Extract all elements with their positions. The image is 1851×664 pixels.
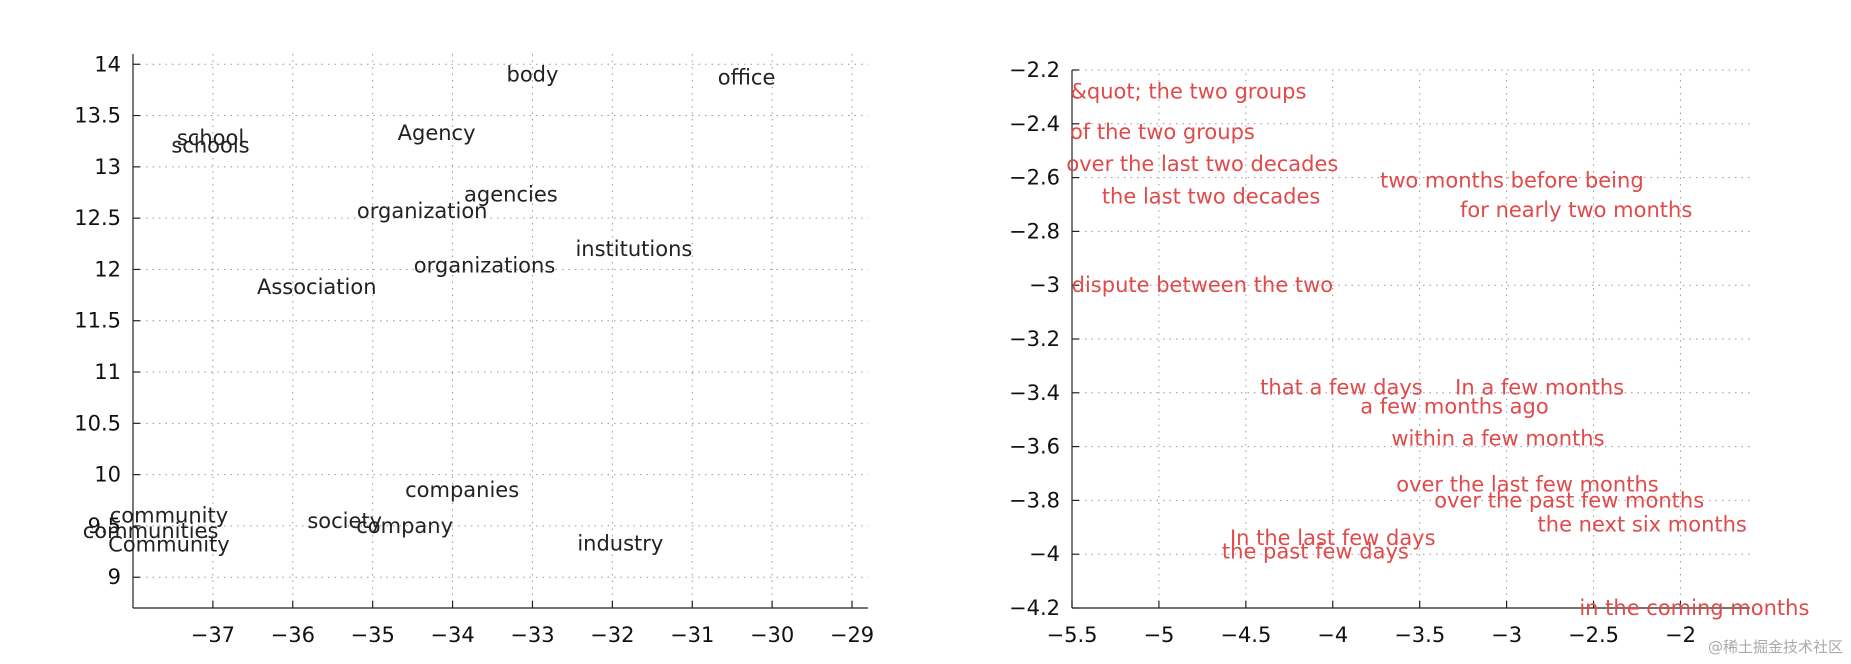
y-tick-label: −2.4	[1009, 112, 1060, 136]
point-label: a few months ago	[1360, 394, 1549, 418]
point-label: the last two decades	[1102, 184, 1320, 208]
right-scatter-chart: −5.5 −5 −4.5 −4 −3.5 −3 −2.5 −2 −2.2 −2.4 −2.6 −2.8…	[1009, 58, 1809, 647]
left-scatter-chart: −37 −36 −35 −34 −33 −32 −31 −30 −29 9 9.5 10 10.5 11 1…	[74, 52, 874, 647]
point-label: companies	[405, 478, 519, 502]
point-label: agencies	[464, 183, 558, 207]
point-label: over the last few months	[1396, 472, 1658, 496]
point-label: the next six months	[1538, 513, 1747, 537]
x-tick-label: −37	[191, 623, 235, 647]
y-tick-label: 10	[94, 463, 121, 487]
x-tick-label: −33	[510, 623, 554, 647]
y-tick-label: 13	[94, 155, 121, 179]
point-label: Community	[108, 532, 230, 556]
point-label: of the two groups	[1070, 120, 1255, 144]
y-tick-label: −4	[1029, 542, 1060, 566]
point-label: two months before being	[1380, 168, 1644, 192]
y-tick-label: −2.8	[1009, 219, 1060, 243]
point-label: industry	[577, 531, 663, 555]
point-label: the past few days	[1222, 540, 1409, 564]
x-tick-label: −29	[830, 623, 874, 647]
x-tick-label: −32	[590, 623, 634, 647]
point-label: dispute between the two	[1072, 273, 1333, 297]
point-label: society	[307, 509, 382, 533]
point-label: institutions	[575, 237, 692, 261]
y-tick-label: 11.5	[74, 309, 121, 333]
y-tick-label: −4.2	[1009, 596, 1060, 620]
y-tick-label: 14	[94, 52, 121, 76]
point-label: &quot; the two groups	[1071, 80, 1307, 104]
point-label: over the last two decades	[1066, 152, 1338, 176]
y-tick-label: 10.5	[74, 411, 121, 435]
point-label: Agency	[398, 121, 476, 145]
point-label: office	[718, 66, 776, 90]
point-label: that a few days	[1260, 375, 1423, 399]
point-label: organizations	[414, 253, 556, 277]
point-label: community	[110, 504, 228, 528]
x-tick-label: −31	[670, 623, 714, 647]
point-label: within a few months	[1391, 427, 1604, 451]
point-label: Association	[257, 275, 377, 299]
y-tick-label: −3	[1029, 273, 1060, 297]
x-tick-label: −5.5	[1047, 623, 1098, 647]
y-tick-label: −3.2	[1009, 327, 1060, 351]
y-tick-label: 12	[94, 257, 121, 281]
y-tick-label: 9	[108, 565, 121, 589]
watermark-text: @稀土掘金技术社区	[1708, 638, 1843, 656]
y-tick-label: −3.6	[1009, 435, 1060, 459]
point-label: in the coming months	[1579, 596, 1809, 620]
y-tick-label: −2.6	[1009, 166, 1060, 190]
point-label: company	[356, 514, 453, 538]
point-label: In the last few days	[1230, 526, 1436, 550]
x-tick-label: −36	[271, 623, 315, 647]
y-tick-label: 13.5	[74, 104, 121, 128]
x-tick-label: −2	[1665, 623, 1696, 647]
x-tick-label: −4	[1317, 623, 1348, 647]
point-label: In a few months	[1455, 375, 1624, 399]
point-label: communities	[83, 519, 219, 543]
y-tick-label: 9.5	[88, 514, 121, 538]
point-label: school	[177, 126, 244, 150]
point-label: body	[506, 63, 558, 87]
x-tick-label: −34	[430, 623, 474, 647]
x-tick-label: −3.5	[1394, 623, 1445, 647]
y-tick-label: −3.8	[1009, 488, 1060, 512]
x-tick-label: −35	[351, 623, 395, 647]
y-tick-label: 12.5	[74, 206, 121, 230]
y-tick-label: 11	[94, 360, 121, 384]
y-tick-label: −2.2	[1009, 58, 1060, 82]
y-tick-label: −3.4	[1009, 381, 1060, 405]
x-tick-label: −2.5	[1568, 623, 1619, 647]
x-tick-label: −3	[1491, 623, 1522, 647]
point-label: schools	[171, 133, 249, 157]
point-label: for nearly two months	[1460, 198, 1692, 222]
x-tick-label: −5	[1143, 623, 1174, 647]
point-label: organization	[357, 199, 488, 223]
x-tick-label: −4.5	[1220, 623, 1271, 647]
point-label: over the past few months	[1434, 488, 1704, 512]
x-tick-label: −30	[750, 623, 794, 647]
